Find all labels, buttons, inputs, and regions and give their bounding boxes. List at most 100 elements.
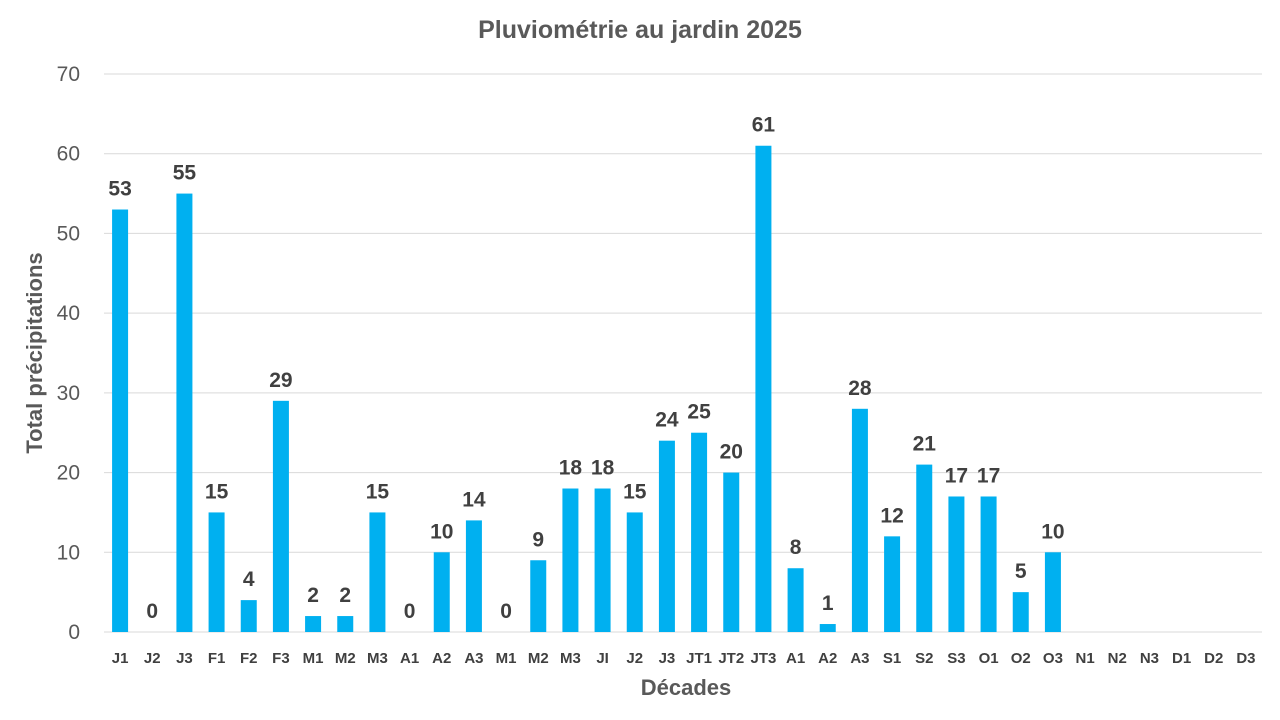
data-label: 12 xyxy=(880,504,903,527)
data-label: 15 xyxy=(623,480,647,503)
y-tick-label: 20 xyxy=(57,462,80,485)
bars xyxy=(112,145,1061,633)
data-label: 10 xyxy=(430,520,453,543)
data-label: 18 xyxy=(559,457,583,480)
x-tick-label: S3 xyxy=(947,650,965,667)
y-axis-title: Total précipitations xyxy=(22,252,47,453)
x-tick-label: D3 xyxy=(1236,650,1255,667)
data-label: 8 xyxy=(790,536,802,559)
x-tick-label: N2 xyxy=(1108,650,1127,667)
x-tick-label: M3 xyxy=(367,650,388,667)
bar xyxy=(208,512,225,632)
bar xyxy=(112,209,129,632)
bar xyxy=(337,616,354,632)
gridlines xyxy=(104,73,1262,633)
data-label: 0 xyxy=(404,600,416,623)
data-label: 29 xyxy=(269,369,292,392)
data-label: 15 xyxy=(366,480,390,503)
data-label: 2 xyxy=(307,584,319,607)
data-label: 10 xyxy=(1041,520,1064,543)
x-tick-label: A1 xyxy=(786,650,805,667)
x-tick-label: M2 xyxy=(335,650,356,667)
x-tick-label: A1 xyxy=(400,650,419,667)
bar xyxy=(691,432,708,632)
x-axis-title: Décades xyxy=(641,675,732,700)
y-tick-label: 30 xyxy=(57,382,80,405)
y-tick-label: 40 xyxy=(57,302,80,325)
data-label: 14 xyxy=(462,488,486,511)
data-label: 18 xyxy=(591,457,615,480)
x-tick-label: D1 xyxy=(1172,650,1191,667)
x-tick-label: S1 xyxy=(883,650,901,667)
x-tick-label: O3 xyxy=(1043,650,1063,667)
x-tick-label: JT2 xyxy=(718,650,744,667)
y-tick-label: 60 xyxy=(57,143,80,166)
x-tick-label: M1 xyxy=(303,650,324,667)
bar xyxy=(530,560,547,632)
data-label: 24 xyxy=(655,409,679,432)
bar xyxy=(626,512,643,632)
x-tick-label: J1 xyxy=(112,650,129,667)
data-label: 61 xyxy=(752,114,776,137)
data-label: 53 xyxy=(108,178,131,201)
x-tick-label: J2 xyxy=(626,650,643,667)
bar xyxy=(1044,552,1061,632)
x-tick-label: JT1 xyxy=(686,650,712,667)
data-label: 20 xyxy=(720,441,743,464)
x-tick-label: F2 xyxy=(240,650,258,667)
y-tick-label: 0 xyxy=(68,621,80,644)
x-axis-ticks: J1 J2 J3 F1 F2 F3 M1 M2 M3 A1 A2 A3 M1 M2 M3 JI J2 J3 JT1 J… xyxy=(112,650,1256,667)
x-tick-label: JI xyxy=(596,650,609,667)
x-tick-label: JT3 xyxy=(750,650,776,667)
bar xyxy=(433,552,450,632)
x-tick-label: A3 xyxy=(850,650,869,667)
x-tick-label: O1 xyxy=(979,650,999,667)
data-label: 15 xyxy=(205,480,229,503)
chart-title: Pluviométrie au jardin 2025 xyxy=(478,16,802,44)
x-tick-label: A3 xyxy=(464,650,483,667)
bar xyxy=(369,512,386,632)
x-tick-label: N3 xyxy=(1140,650,1159,667)
x-tick-label: J3 xyxy=(659,650,676,667)
bar xyxy=(980,496,997,632)
x-tick-label: M1 xyxy=(496,650,517,667)
y-tick-label: 10 xyxy=(57,541,80,564)
x-tick-label: N1 xyxy=(1075,650,1094,667)
data-label: 4 xyxy=(243,568,255,591)
bar xyxy=(1012,592,1029,632)
x-tick-label: O2 xyxy=(1011,650,1031,667)
x-tick-label: F1 xyxy=(208,650,226,667)
bar xyxy=(723,472,740,632)
bar xyxy=(948,496,965,632)
bar xyxy=(240,600,257,632)
x-tick-label: M2 xyxy=(528,650,549,667)
y-tick-label: 50 xyxy=(57,222,80,245)
x-tick-label: S2 xyxy=(915,650,933,667)
bar xyxy=(658,440,675,632)
bar xyxy=(176,193,193,633)
bar xyxy=(272,400,289,632)
x-tick-label: F3 xyxy=(272,650,290,667)
data-label: 17 xyxy=(977,464,1000,487)
bar xyxy=(594,488,611,632)
data-label: 28 xyxy=(848,377,872,400)
bar xyxy=(465,520,482,632)
x-tick-label: J2 xyxy=(144,650,161,667)
bar xyxy=(851,408,868,632)
bar xyxy=(755,145,772,632)
data-label: 1 xyxy=(822,592,834,615)
bar xyxy=(819,624,836,632)
y-tick-label: 70 xyxy=(57,63,80,86)
x-tick-label: D2 xyxy=(1204,650,1223,667)
x-tick-label: A2 xyxy=(432,650,451,667)
x-tick-label: M3 xyxy=(560,650,581,667)
data-label: 0 xyxy=(146,600,158,623)
y-axis-ticks: 0 10 20 30 40 50 60 70 xyxy=(57,63,80,644)
x-tick-label: A2 xyxy=(818,650,837,667)
data-label: 21 xyxy=(913,433,937,456)
bar xyxy=(305,616,322,632)
data-label: 17 xyxy=(945,464,968,487)
